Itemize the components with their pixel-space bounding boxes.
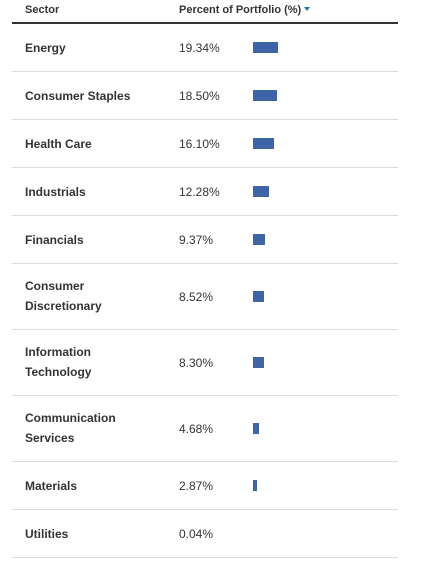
- sector-percent: 12.28%: [179, 185, 220, 199]
- percent-bar: [253, 480, 257, 491]
- sector-percent: 8.52%: [179, 290, 214, 304]
- sector-name: Communication Services: [25, 411, 116, 445]
- sector-name: Financials: [25, 233, 84, 247]
- sector-name: Energy: [25, 41, 66, 55]
- table-row: Materials 2.87%: [12, 462, 398, 510]
- percent-bar: [253, 186, 269, 197]
- table-row: Consumer Discretionary 8.52%: [12, 264, 398, 330]
- sector-column-header: Sector: [25, 4, 60, 16]
- table-row: Energy 19.34%: [12, 24, 398, 72]
- percent-bar: [253, 42, 278, 53]
- sector-percent: 19.34%: [179, 41, 220, 55]
- percent-bar: [253, 234, 265, 245]
- sector-percent: 0.04%: [179, 527, 214, 541]
- table-header: Sector Percent of Portfolio (%): [12, 0, 398, 24]
- percent-column-header[interactable]: Percent of Portfolio (%): [179, 4, 311, 16]
- sector-percent: 16.10%: [179, 137, 220, 151]
- sector-name: Health Care: [25, 137, 92, 151]
- percent-bar: [253, 423, 259, 434]
- sector-name: Utilities: [25, 527, 69, 541]
- table-row: Health Care 16.10%: [12, 120, 398, 168]
- sector-percent: 9.37%: [179, 233, 214, 247]
- sector-name: Information Technology: [25, 345, 92, 379]
- table-row: Consumer Staples 18.50%: [12, 72, 398, 120]
- percent-column-header-label: Percent of Portfolio (%): [179, 4, 302, 16]
- percent-bar: [253, 90, 277, 101]
- percent-bar: [253, 357, 264, 368]
- table-row: Communication Services 4.68%: [12, 396, 398, 462]
- table-row: Industrials 12.28%: [12, 168, 398, 216]
- caret-down-icon[interactable]: [304, 7, 311, 11]
- sector-name: Industrials: [25, 185, 86, 199]
- sector-allocation-table: Sector Percent of Portfolio (%) Energy 1…: [12, 0, 398, 558]
- sector-name: Consumer Discretionary: [25, 279, 102, 313]
- percent-bar: [253, 138, 274, 149]
- sector-name: Consumer Staples: [25, 89, 131, 103]
- percent-bar: [253, 291, 264, 302]
- table-row: Financials 9.37%: [12, 216, 398, 264]
- sector-percent: 18.50%: [179, 89, 220, 103]
- sector-percent: 8.30%: [179, 356, 214, 370]
- sector-percent: 4.68%: [179, 422, 214, 436]
- table-row: Information Technology 8.30%: [12, 330, 398, 396]
- table-row: Utilities 0.04%: [12, 510, 398, 558]
- sector-name: Materials: [25, 479, 78, 493]
- sector-percent: 2.87%: [179, 479, 214, 493]
